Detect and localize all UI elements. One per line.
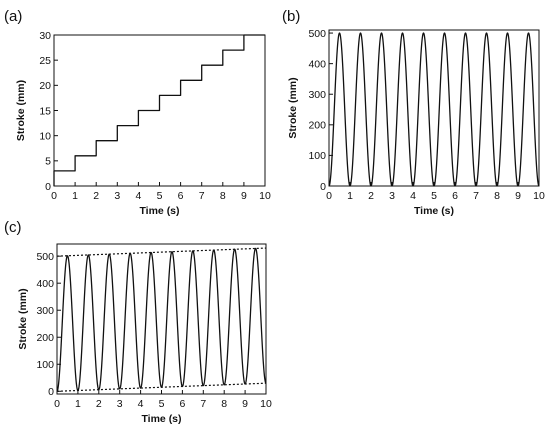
y-axis-label: Stroke (mm) xyxy=(287,77,299,138)
x-tick-label: 4 xyxy=(410,190,416,202)
plot-frame xyxy=(56,243,267,395)
series-line xyxy=(328,32,540,187)
x-tick-label: 6 xyxy=(452,190,458,202)
series-line xyxy=(56,247,267,392)
y-tick-label: 15 xyxy=(39,105,51,117)
y-axis-label: Stroke (mm) xyxy=(15,80,27,141)
panel-label: (a) xyxy=(4,8,22,25)
chart-panel-a: (a) 0 1 2 3 4 5 6 7 8 9 10 0 5 10 15 20 25 30 Time (s) Strok… xyxy=(4,8,271,217)
x-tick-label: 0 xyxy=(51,190,57,202)
x-axis-label: Time (s) xyxy=(414,205,454,217)
y-tick-label: 400 xyxy=(36,278,54,290)
lower-envelope-line xyxy=(56,382,267,392)
plot-frame xyxy=(328,29,540,187)
upper-envelope-line xyxy=(56,247,267,257)
y-tick-label: 10 xyxy=(39,130,51,142)
y-axis-label: Stroke (mm) xyxy=(17,288,29,349)
x-tick-label: 8 xyxy=(220,190,226,202)
panel-label: (c) xyxy=(4,219,22,236)
x-tick-label: 5 xyxy=(159,398,165,410)
x-tick-label: 2 xyxy=(368,190,374,202)
y-tick-label: 200 xyxy=(36,332,54,344)
x-tick-label: 3 xyxy=(389,190,395,202)
x-tick-label: 8 xyxy=(494,190,500,202)
x-tick-label: 6 xyxy=(178,190,184,202)
x-tick-label: 7 xyxy=(473,190,479,202)
x-tick-label: 4 xyxy=(135,190,141,202)
x-tick-label: 8 xyxy=(221,398,227,410)
y-tick-label: 100 xyxy=(36,359,54,371)
x-tick-label: 1 xyxy=(72,190,78,202)
x-tick-label: 2 xyxy=(96,398,102,410)
x-tick-label: 9 xyxy=(241,190,247,202)
y-tick-label: 20 xyxy=(39,80,51,92)
x-tick-label: 1 xyxy=(347,190,353,202)
y-tick-label: 0 xyxy=(48,386,54,398)
y-tick-label: 300 xyxy=(308,89,326,101)
x-tick-label: 0 xyxy=(326,190,332,202)
y-tick-label: 25 xyxy=(39,55,51,67)
y-tick-label: 5 xyxy=(45,156,51,168)
y-tick-label: 200 xyxy=(308,120,326,132)
x-tick-label: 0 xyxy=(54,398,60,410)
series-line xyxy=(53,34,265,186)
x-tick-label: 1 xyxy=(75,398,81,410)
x-tick-label: 4 xyxy=(138,398,144,410)
x-tick-label: 10 xyxy=(259,190,271,202)
x-tick-label: 9 xyxy=(242,398,248,410)
x-tick-label: 10 xyxy=(533,190,545,202)
x-tick-label: 5 xyxy=(431,190,437,202)
y-tick-label: 500 xyxy=(308,28,326,40)
y-tick-label: 0 xyxy=(45,181,51,193)
x-axis-label: Time (s) xyxy=(139,205,179,217)
panel-label: (b) xyxy=(282,8,300,25)
x-tick-label: 2 xyxy=(93,190,99,202)
x-axis-label: Time (s) xyxy=(141,413,181,425)
y-tick-label: 0 xyxy=(320,181,326,193)
x-tick-label: 7 xyxy=(200,398,206,410)
x-tick-label: 5 xyxy=(157,190,163,202)
x-tick-label: 3 xyxy=(117,398,123,410)
y-tick-label: 30 xyxy=(39,30,51,42)
y-tick-label: 500 xyxy=(36,251,54,263)
x-tick-label: 10 xyxy=(260,398,272,410)
y-tick-label: 300 xyxy=(36,305,54,317)
y-tick-label: 100 xyxy=(308,150,326,162)
x-tick-label: 6 xyxy=(179,398,185,410)
x-tick-label: 9 xyxy=(515,190,521,202)
y-tick-label: 400 xyxy=(308,58,326,70)
x-tick-label: 7 xyxy=(199,190,205,202)
x-tick-label: 3 xyxy=(114,190,120,202)
